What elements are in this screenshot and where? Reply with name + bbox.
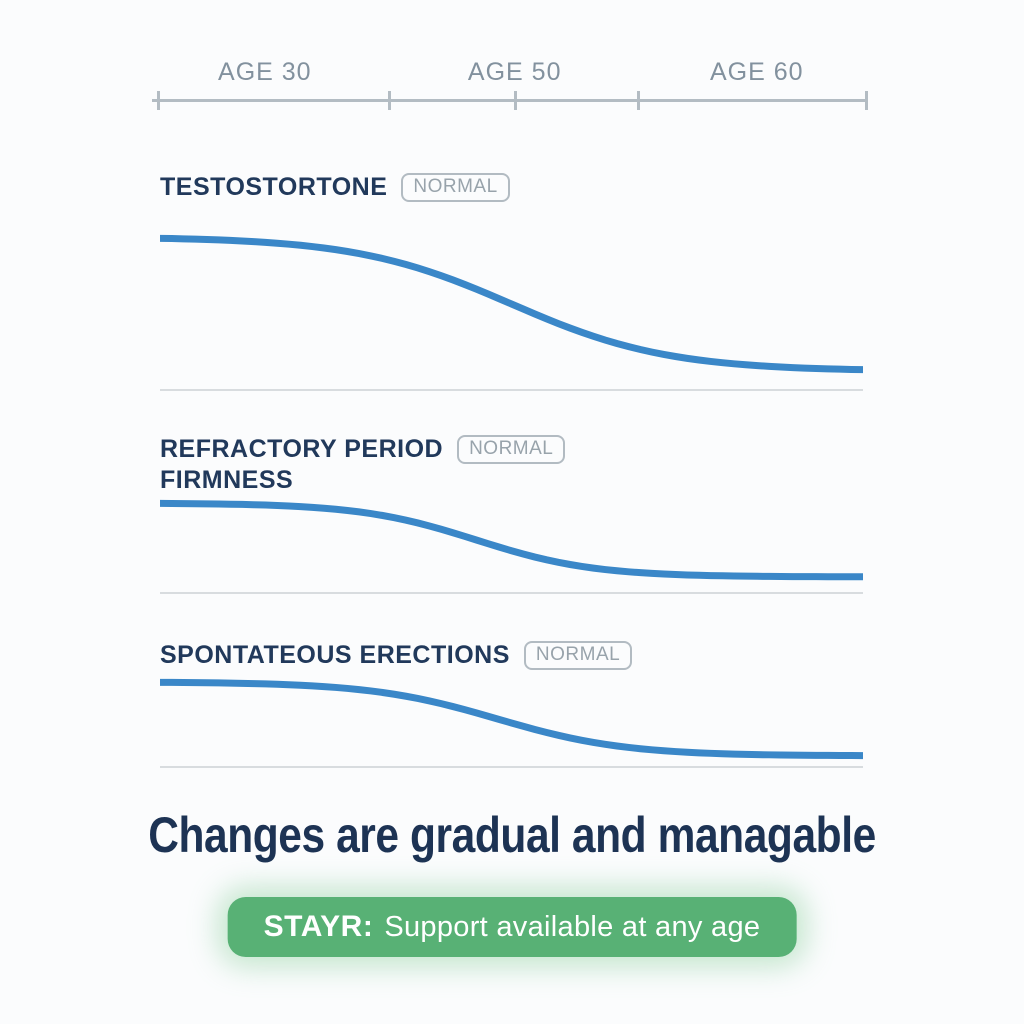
panel-title-row: REFRACTORY PERIOD NORMAL xyxy=(160,434,566,464)
decline-curve-chart xyxy=(160,231,863,377)
panel-testosterone: TESTOSTORTONE NORMAL xyxy=(160,172,863,392)
axis-tick xyxy=(865,91,868,110)
panel-title-line2: FIRMNESS xyxy=(160,465,294,494)
axis-tick xyxy=(513,91,517,110)
status-badge: NORMAL xyxy=(457,434,566,464)
cta-message: Support available at any age xyxy=(384,910,761,943)
decline-curve xyxy=(160,503,863,576)
decline-curve-chart xyxy=(160,499,863,581)
axis-tick-label: AGE 30 xyxy=(218,58,312,86)
axis-tick xyxy=(637,91,641,110)
decline-curve xyxy=(160,238,863,369)
panel-title-row: TESTOSTORTONE NORMAL xyxy=(160,172,510,202)
brand-label: STAYR: xyxy=(263,910,374,943)
status-badge: NORMAL xyxy=(523,640,633,670)
chart-baseline xyxy=(160,592,863,594)
panel-refractory-period-firmness: REFRACTORY PERIOD NORMAL FIRMNESS xyxy=(160,434,863,595)
axis-tick-label: AGE 60 xyxy=(709,58,804,86)
decline-curve xyxy=(160,682,863,755)
panel-title-row: FIRMNESS xyxy=(160,465,293,495)
age-axis-labels: AGE 30 AGE 50 AGE 60 xyxy=(152,58,866,88)
chart-baseline xyxy=(160,766,863,768)
decline-curve-chart xyxy=(160,677,863,760)
page-title: Changes are gradual and managable xyxy=(148,807,876,863)
axis-tick xyxy=(156,91,160,110)
panel-spontaneous-erections: SPONTATEOUS ERECTIONS NORMAL xyxy=(160,640,863,769)
chart-baseline xyxy=(160,389,863,391)
status-badge: NORMAL xyxy=(401,172,510,202)
age-axis xyxy=(152,91,868,110)
panel-title: SPONTATEOUS ERECTIONS xyxy=(160,640,510,669)
panel-title: TESTOSTORTONE xyxy=(160,172,388,201)
cta-button[interactable]: STAYR: Support available at any age xyxy=(227,897,797,957)
panel-title-row: SPONTATEOUS ERECTIONS NORMAL xyxy=(160,640,633,670)
axis-tick xyxy=(388,91,392,110)
panel-title: REFRACTORY PERIOD xyxy=(160,434,444,463)
axis-tick-label: AGE 50 xyxy=(467,58,562,86)
